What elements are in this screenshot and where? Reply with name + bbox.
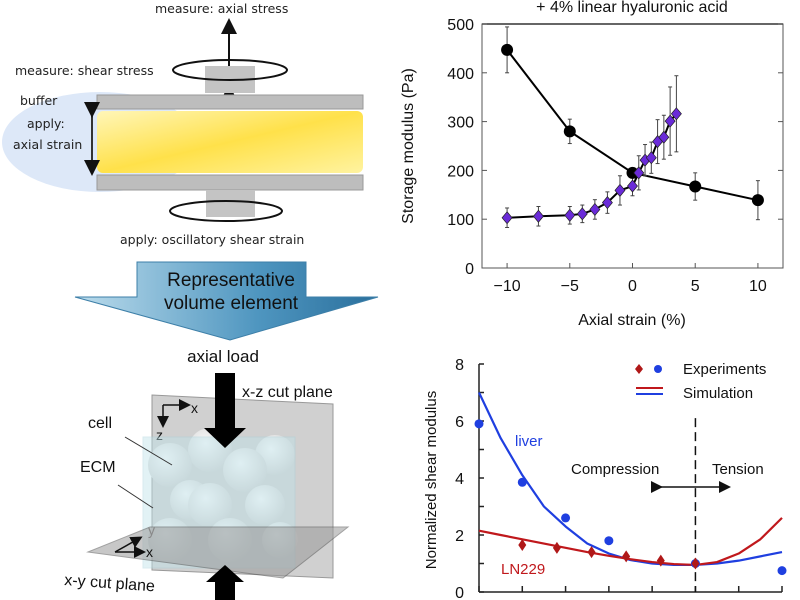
rve-arrow-line1: Representative xyxy=(167,270,295,291)
chart2-experiment-point-liver xyxy=(604,536,614,546)
chart1-ytick-label: 400 xyxy=(447,66,474,83)
chart2-ytick-label: 8 xyxy=(455,357,464,374)
chart1-point-purple-diamonds xyxy=(614,183,626,197)
chart2-ytick-label: 4 xyxy=(455,471,464,488)
shear-stress-rotation-icon xyxy=(172,59,288,81)
legend-simulation: Simulation xyxy=(683,385,753,402)
representative-volume-arrow: Representative volume element xyxy=(74,261,379,341)
apply-oscillatory-label: apply: oscillatory shear strain xyxy=(120,232,304,247)
chart2-experiment-point-ln229 xyxy=(691,557,700,570)
axis-x-label: x xyxy=(191,400,198,416)
chart1-point-purple-diamonds xyxy=(664,114,676,128)
chart1-xtick-label: 10 xyxy=(749,278,767,295)
cell-label: cell xyxy=(88,415,112,432)
chart1-point-purple-diamonds xyxy=(670,107,682,121)
xy-cut-plane xyxy=(86,526,350,579)
ecm-label: ECM xyxy=(80,459,116,476)
chart1-point-black-circles xyxy=(689,180,702,193)
xz-plane-label: x-z cut plane xyxy=(242,384,333,401)
axis-x2-label: x xyxy=(146,544,153,560)
axis-y-label: y xyxy=(148,522,155,538)
chart1-xtick-label: −5 xyxy=(561,278,579,295)
chart2-experiment-point-ln229 xyxy=(587,546,596,559)
chart1-axes-box xyxy=(481,23,784,269)
axial-strain-label: axial strain xyxy=(13,137,82,152)
chart2-ytick-label: 6 xyxy=(455,414,464,431)
chart1-point-purple-diamonds xyxy=(532,209,544,223)
chart1-xtick-label: 5 xyxy=(691,278,700,295)
gel-sample xyxy=(97,111,363,173)
rheometer-diagram: measure: axial stress measure: shear str… xyxy=(2,1,364,247)
rve-diagram: axial load x-z cut plane x z cell ECM y … xyxy=(64,347,350,600)
apply-label: apply: xyxy=(27,116,65,131)
shear-modulus-chart: Normalized shear modulus 0 2 4 6 8 Experimen… xyxy=(423,357,787,600)
chart1-point-purple-diamonds xyxy=(589,202,601,216)
chart1-xlabel: Axial strain (%) xyxy=(578,312,686,329)
chart1-xtick-label: 0 xyxy=(628,278,637,295)
bottom-block xyxy=(206,190,255,217)
chart1-ytick-label: 200 xyxy=(447,163,474,180)
buffer-label: buffer xyxy=(20,93,58,108)
chart1-point-purple-diamonds xyxy=(633,166,645,180)
chart1-ytick-label: 100 xyxy=(447,212,474,229)
axial-load-label: axial load xyxy=(187,347,259,366)
chart1-point-purple-diamonds xyxy=(658,130,670,144)
axis-z-label: z xyxy=(156,427,163,443)
top-plate xyxy=(96,94,364,110)
chart2-ytick-label: 0 xyxy=(455,585,464,600)
chart1-point-purple-diamonds xyxy=(601,196,613,210)
chart2-ytick-label: 2 xyxy=(455,528,464,545)
storage-modulus-chart: + 4% linear hyaluronic acid Axial strain… xyxy=(400,0,784,329)
oscillatory-rotation-icon xyxy=(169,200,283,222)
chart1-ytick-label: 300 xyxy=(447,115,474,132)
chart1-ytick-label: 500 xyxy=(447,17,474,34)
chart1-point-black-circles xyxy=(563,125,576,138)
chart2-ylabel: Normalized shear modulus xyxy=(423,391,440,569)
chart1-point-black-circles xyxy=(626,166,639,179)
chart2-experiment-point-liver xyxy=(517,477,527,487)
bottom-plate xyxy=(96,174,364,191)
chart2-experiment-point-ln229 xyxy=(656,554,665,567)
chart2-simulation-curve-LN229 xyxy=(478,517,783,567)
axial-load-arrow-bottom xyxy=(206,565,244,600)
chart2-experiment-point-ln229 xyxy=(518,538,527,551)
axial-load-arrow-top xyxy=(204,373,246,448)
chart2-legend: Experiments Simulation xyxy=(635,361,766,402)
measure-shear-label: measure: shear stress xyxy=(15,63,154,78)
chart2-experiment-point-ln229 xyxy=(552,541,561,554)
chart1-point-purple-diamonds xyxy=(627,179,638,193)
legend-experiments: Experiments xyxy=(683,361,766,378)
chart1-point-purple-diamonds xyxy=(645,151,657,165)
chart2-experiment-point-ln229 xyxy=(622,550,631,563)
rve-arrow-line2: volume element xyxy=(164,293,299,314)
chart1-ylabel: Storage modulus (Pa) xyxy=(400,68,417,224)
chart2-experiment-point-liver xyxy=(474,419,484,429)
compression-annotation: Compression xyxy=(571,461,659,478)
chart1-title: + 4% linear hyaluronic acid xyxy=(536,0,728,16)
xy-plane-label: x-y cut plane xyxy=(64,572,156,595)
chart1-point-purple-diamonds xyxy=(564,208,576,222)
chart1-ytick-label: 0 xyxy=(465,261,474,278)
chart1-point-purple-diamonds xyxy=(501,211,513,225)
ln229-annotation: LN229 xyxy=(501,561,545,578)
chart1-point-purple-diamonds xyxy=(576,207,588,221)
chart1-point-black-circles xyxy=(501,43,514,56)
chart1-point-black-circles xyxy=(751,194,764,207)
measure-axial-label: measure: axial stress xyxy=(155,1,288,16)
chart2-experiment-point-liver xyxy=(561,513,571,523)
tension-annotation: Tension xyxy=(712,461,764,478)
liver-annotation: liver xyxy=(515,433,543,450)
chart2-experiment-point-liver xyxy=(777,566,787,576)
chart1-xtick-label: −10 xyxy=(494,278,521,295)
